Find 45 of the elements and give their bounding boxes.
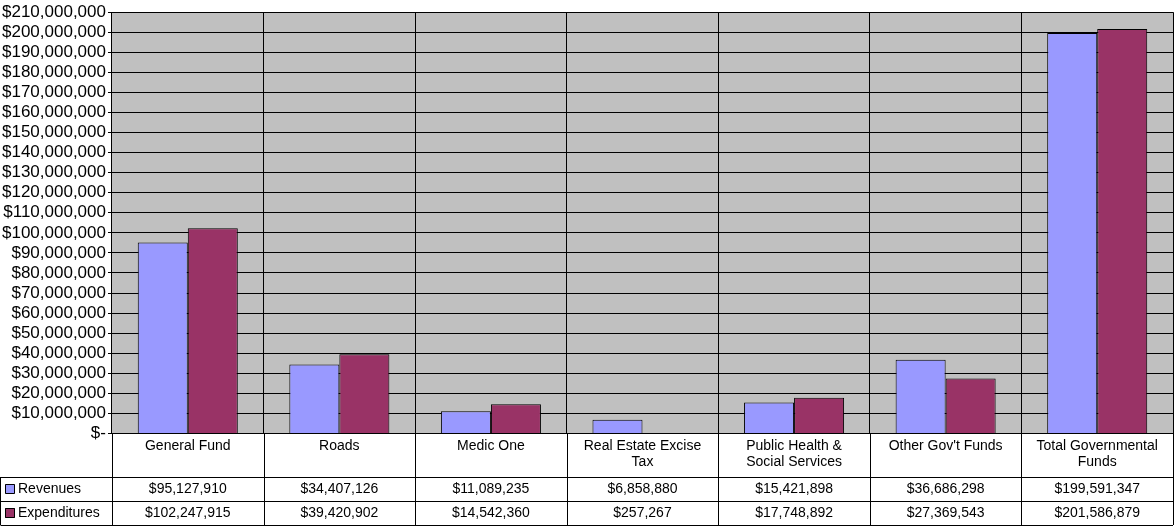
data-label: $201,586,879	[1054, 503, 1141, 520]
y-tick-label: $130,000,000	[1, 162, 106, 182]
data-label: $36,686,298	[906, 479, 985, 496]
y-tick-label: $50,000,000	[11, 322, 106, 342]
y-tick-label: $90,000,000	[11, 242, 106, 262]
x-tick-label: Real Estate Excise Tax	[583, 436, 702, 470]
x-tick-label: Medic One	[457, 436, 525, 453]
y-tick-label: $20,000,000	[11, 382, 106, 402]
y-tick-label: $190,000,000	[1, 42, 106, 61]
y-tick-label: $60,000,000	[11, 302, 106, 322]
y-tick-label: $30,000,000	[11, 362, 106, 382]
y-tick-label: $80,000,000	[11, 262, 106, 282]
y-tick-label: $210,000,000	[1, 1, 106, 21]
y-tick-label: $170,000,000	[1, 82, 106, 102]
data-label: $34,407,126	[300, 479, 379, 496]
x-tick-label: Total Governmental Funds	[1036, 436, 1158, 470]
data-label: $11,089,235	[452, 479, 530, 496]
y-tick-label: $100,000,000	[1, 222, 106, 242]
y-tick-label: $180,000,000	[1, 62, 106, 82]
y-tick-label: $70,000,000	[11, 282, 106, 302]
y-tick-label: $150,000,000	[1, 122, 106, 142]
legend-label: Revenues	[18, 479, 82, 496]
y-tick-label: $-	[90, 423, 106, 443]
y-tick-label: $10,000,000	[11, 403, 106, 423]
x-tick-label: Public Health & Social Services	[746, 436, 843, 470]
legend-label: Expenditures	[18, 503, 100, 520]
data-label: $6,858,880	[607, 479, 678, 496]
y-tick-label: $120,000,000	[1, 182, 106, 202]
data-label: $17,748,892	[755, 503, 834, 520]
y-tick-label: $160,000,000	[1, 102, 106, 122]
data-label: $95,127,910	[148, 479, 227, 496]
data-label: $27,369,543	[906, 503, 985, 520]
y-tick-label: $140,000,000	[1, 142, 106, 162]
data-label: $257,267	[613, 503, 672, 520]
x-tick-label: General Fund	[144, 436, 231, 453]
data-label: $102,247,915	[144, 503, 231, 520]
y-tick-label: $110,000,000	[3, 202, 106, 222]
x-tick-label: Roads	[319, 436, 360, 453]
y-tick-label: $200,000,000	[1, 21, 106, 41]
data-label: $39,420,902	[300, 503, 379, 520]
data-label: $199,591,347	[1054, 479, 1141, 496]
y-tick-label: $40,000,000	[11, 342, 106, 362]
data-label: $15,421,898	[755, 479, 834, 496]
x-tick-label: Other Gov't Funds	[888, 436, 1003, 453]
data-label: $14,542,360	[451, 503, 531, 520]
